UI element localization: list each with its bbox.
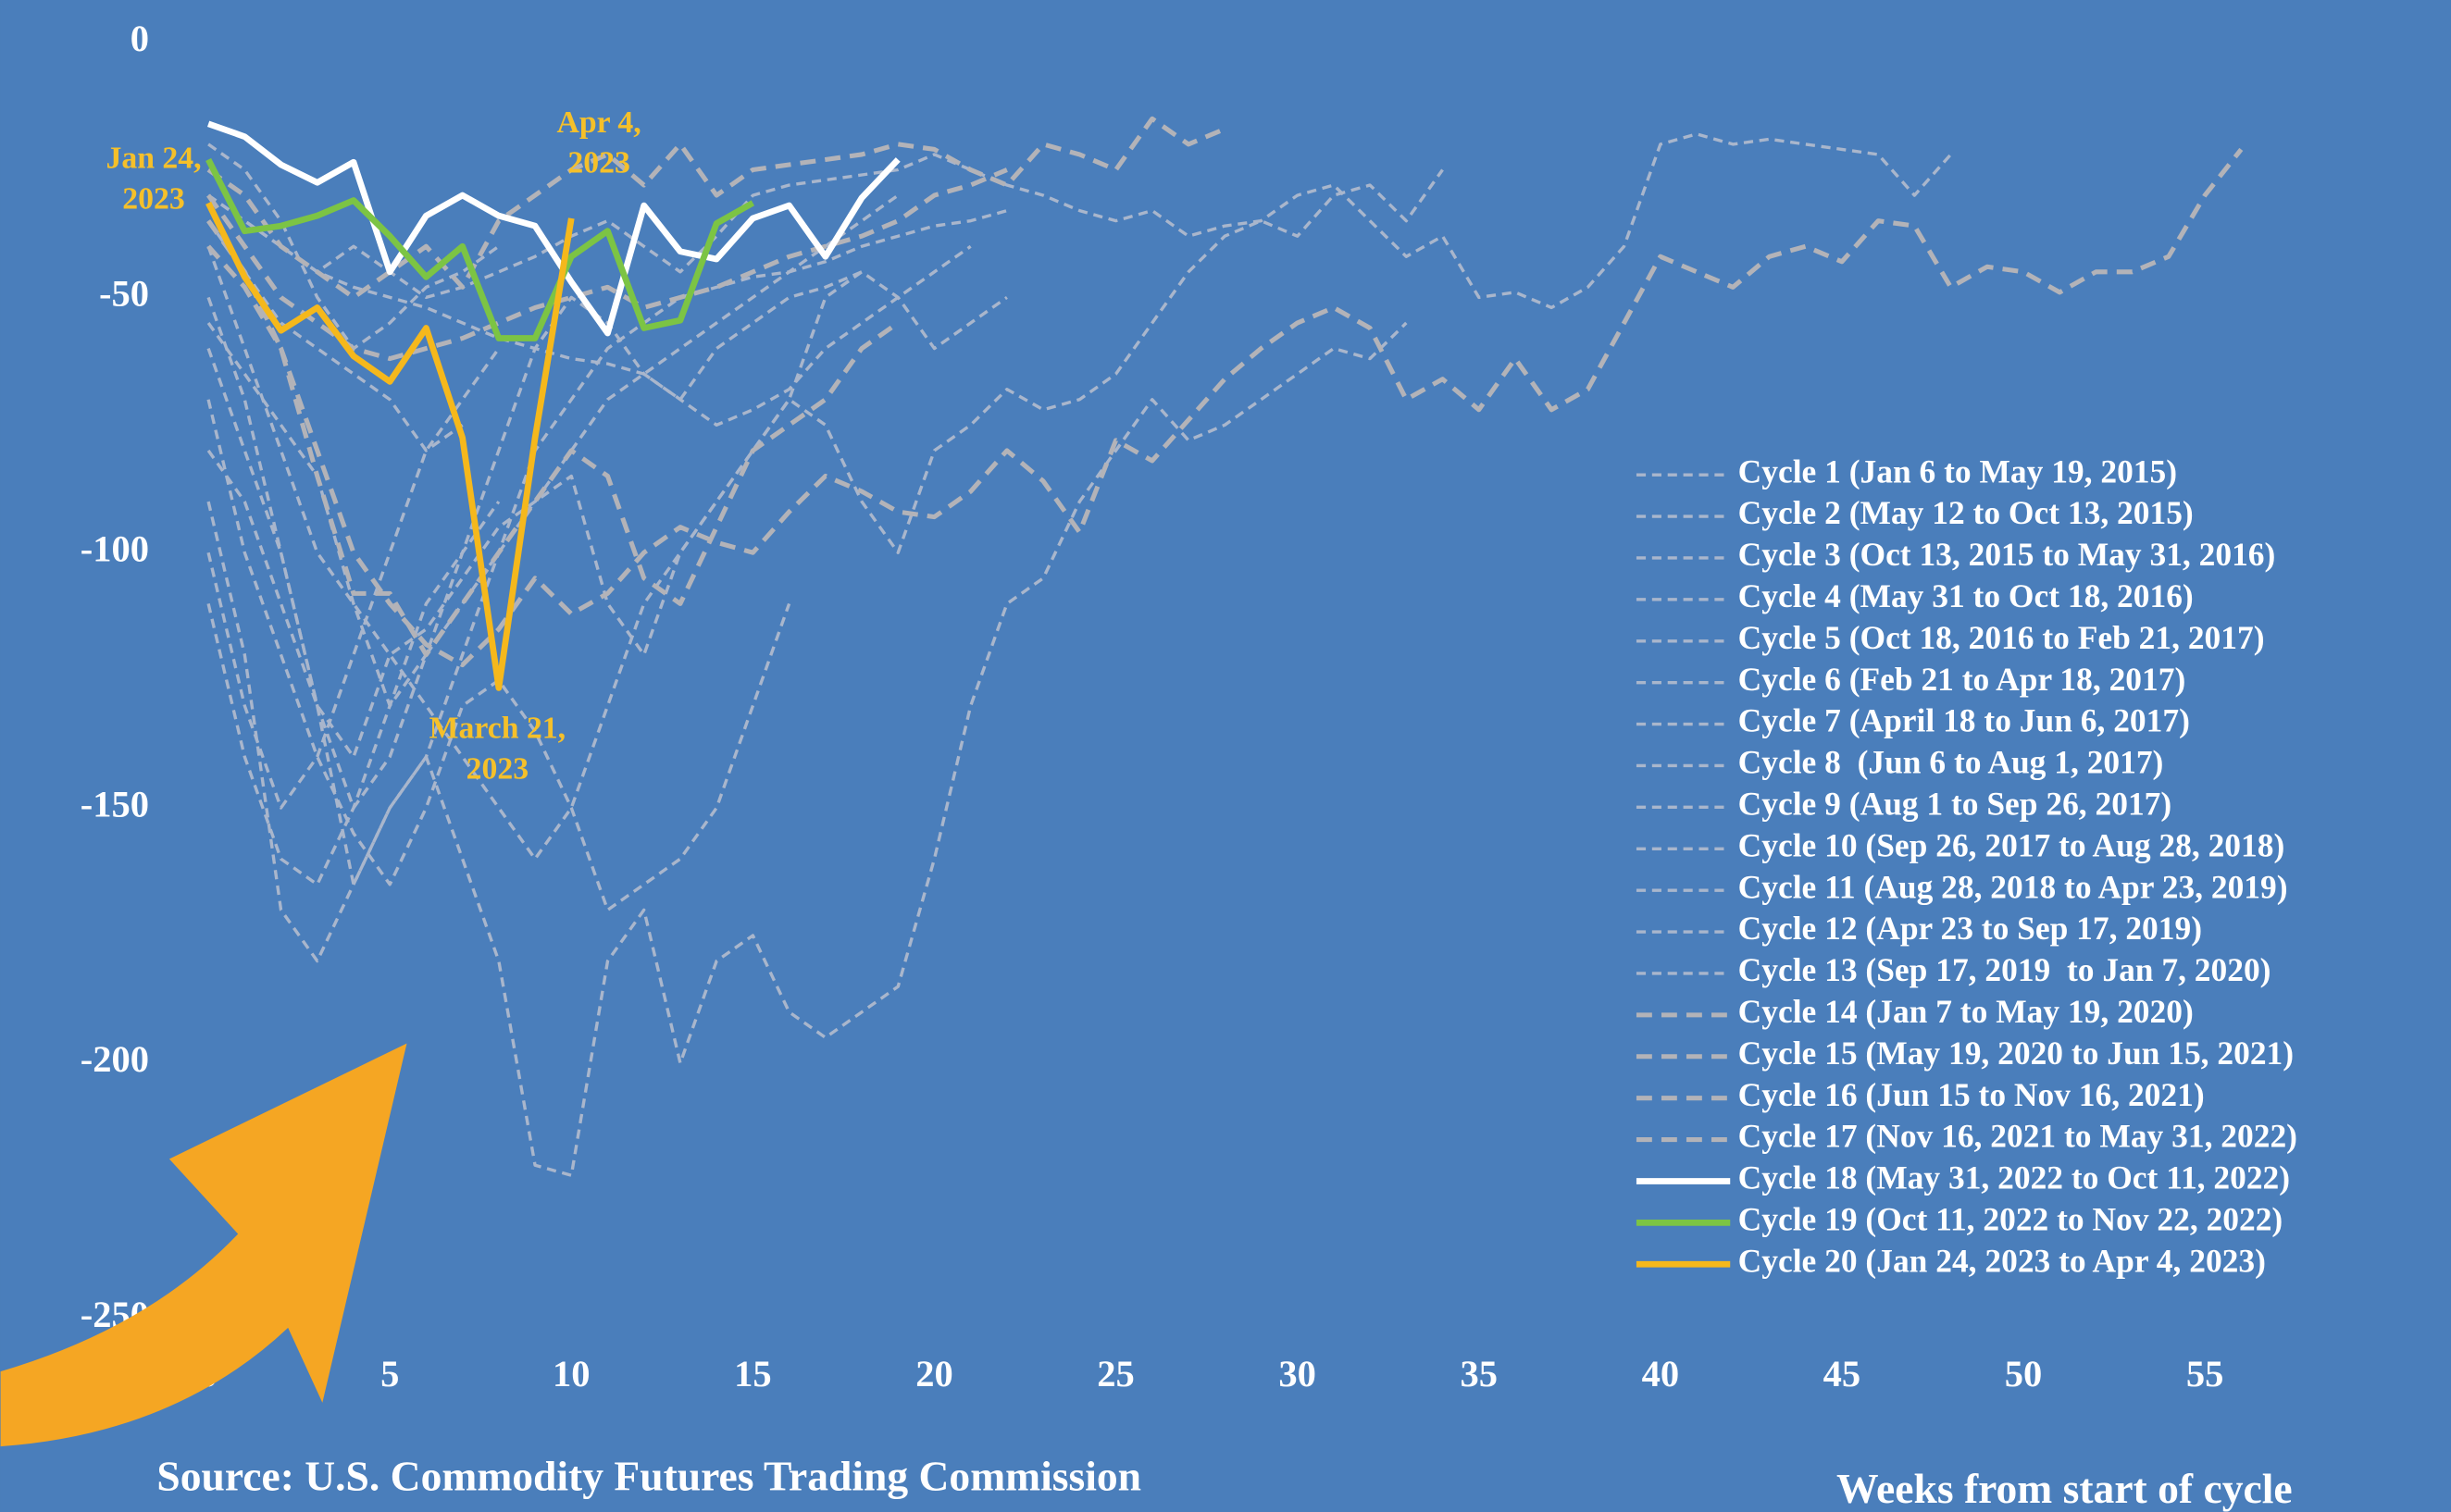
series-line [206, 270, 864, 759]
series-line [206, 208, 1008, 963]
legend-label: Cycle 1 (Jan 6 to May 19, 2015) [1738, 452, 2177, 490]
series-line [206, 168, 1444, 861]
legend-label: Cycle 2 (May 12 to Oct 13, 2015) [1738, 494, 2194, 531]
legend-label: Cycle 18 (May 31, 2022 to Oct 11, 2022) [1738, 1159, 2290, 1196]
x-tick-label: 25 [1097, 1353, 1135, 1394]
legend-label: Cycle 20 (Jan 24, 2023 to Apr 4, 2023) [1738, 1242, 2266, 1279]
legend-label: Cycle 5 (Oct 18, 2016 to Feb 21, 2017) [1738, 619, 2265, 656]
series-line [206, 120, 901, 337]
legend-label: Cycle 10 (Sep 26, 2017 to Aug 28, 2018) [1738, 826, 2285, 863]
annotation: 2023 [567, 146, 630, 180]
series-line [205, 157, 755, 341]
x-tick-label: 10 [553, 1353, 590, 1394]
legend-label: Cycle 11 (Aug 28, 2018 to Apr 23, 2019) [1738, 868, 2288, 905]
legend-label: Cycle 6 (Feb 21 to Apr 18, 2017) [1738, 661, 2186, 698]
x-tick-label: 45 [1823, 1353, 1861, 1394]
series-line [206, 147, 2244, 668]
plot-area: 0-50-100-150-200-25005101520253035404550… [81, 18, 2297, 1394]
x-tick-label: 30 [1278, 1353, 1316, 1394]
legend-label: Cycle 8 (Jun 6 to Aug 1, 2017) [1738, 744, 2164, 781]
legend-label: Cycle 9 (Aug 1 to Sep 26, 2017) [1738, 786, 2172, 823]
y-tick-label: -100 [81, 528, 149, 570]
series-line [207, 132, 1952, 310]
x-tick-label: 20 [915, 1353, 953, 1394]
legend-label: Cycle 19 (Oct 11, 2022 to Nov 22, 2022) [1738, 1201, 2283, 1238]
series-line [206, 167, 1008, 362]
y-tick-label: 0 [131, 18, 149, 59]
arrow-graphic [0, 1043, 407, 1447]
annotation: Jan 24, [106, 142, 201, 176]
series-line [206, 116, 1226, 300]
annotation: 2023 [122, 182, 185, 217]
x-tick-label: 55 [2186, 1353, 2224, 1394]
x-tick-label: 35 [1460, 1353, 1498, 1394]
series-line [206, 501, 501, 886]
source-note: Source: U.S. Commodity Futures Trading C… [156, 1453, 1141, 1500]
annotation: 2023 [467, 752, 529, 787]
series-line [206, 219, 900, 658]
x-tick-label: 50 [2005, 1353, 2043, 1394]
y-tick-label: -200 [81, 1038, 149, 1080]
series-line [206, 219, 464, 452]
x-tick-label: 15 [734, 1353, 771, 1394]
series-line [206, 347, 501, 810]
legend-label: Cycle 12 (Apr 23 to Sep 17, 2019) [1738, 910, 2202, 947]
legend-label: Cycle 14 (Jan 7 to May 19, 2020) [1738, 993, 2194, 1030]
legend-label: Cycle 17 (Nov 16, 2021 to May 31, 2022) [1738, 1118, 2297, 1155]
legend-label: Cycle 13 (Sep 17, 2019 to Jan 7, 2020) [1738, 951, 2271, 988]
legend-label: Cycle 16 (Jun 15 to Nov 16, 2021) [1738, 1076, 2205, 1113]
legend-label: Cycle 4 (May 31 to Oct 18, 2016) [1738, 577, 2194, 614]
x-tick-label: 40 [1642, 1353, 1680, 1394]
series-line [207, 193, 972, 427]
y-tick-label: -150 [81, 783, 149, 824]
x-axis-label: Weeks from start of cycle [1836, 1465, 2293, 1512]
legend-label: Cycle 7 (April 18 to Jun 6, 2017) [1738, 702, 2190, 739]
series-line [205, 201, 575, 691]
series-line [206, 321, 1408, 1177]
legend-label: Cycle 3 (Oct 13, 2015 to May 31, 2016) [1738, 536, 2276, 573]
legend-label: Cycle 15 (May 19, 2020 to Jun 15, 2021) [1738, 1035, 2294, 1072]
y-tick-label: -50 [99, 273, 149, 315]
x-tick-label: 5 [380, 1353, 399, 1394]
annotation: Apr 4, [556, 105, 641, 140]
annotation: March 21, [429, 712, 566, 746]
